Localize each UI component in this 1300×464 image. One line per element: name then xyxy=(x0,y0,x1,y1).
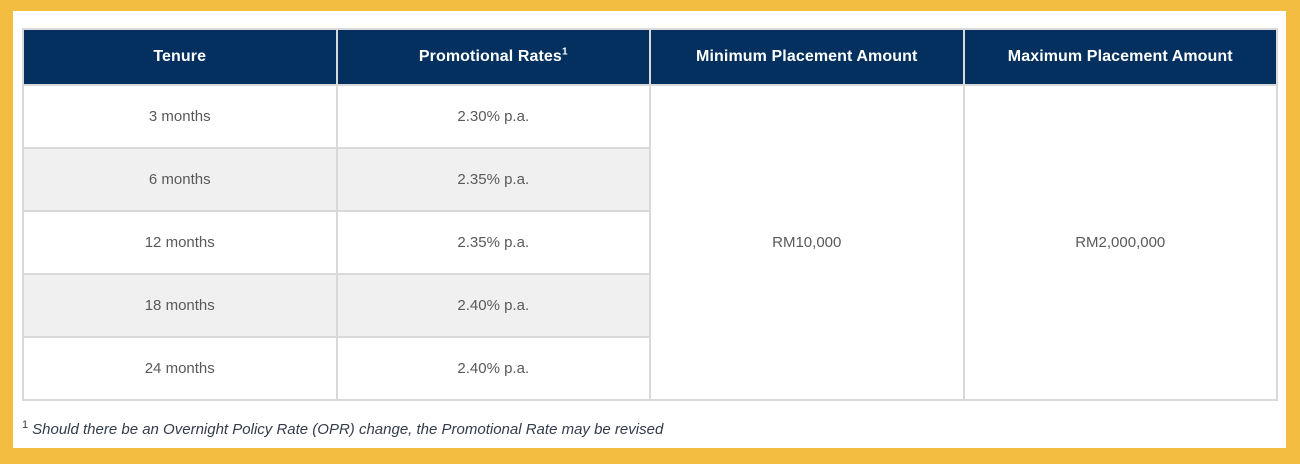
col-header-tenure: Tenure xyxy=(22,28,338,86)
table-row: 12 months 2.35% p.a. xyxy=(22,210,1277,275)
table-body: 3 months 2.30% p.a. RM10,000 RM2,000,000… xyxy=(22,84,1278,401)
rates-section: Tenure Promotional Rates1 Minimum Placem… xyxy=(13,11,1286,438)
footnote-text: Should there be an Overnight Policy Rate… xyxy=(32,421,664,438)
promotional-rates-table: Tenure Promotional Rates1 Minimum Placem… xyxy=(22,28,1278,401)
table-header: Tenure Promotional Rates1 Minimum Placem… xyxy=(22,28,1278,86)
col-header-promotional-rates-label: Promotional Rates xyxy=(418,48,562,65)
rate-cell: 2.35% p.a. xyxy=(335,210,651,275)
rate-cell: 2.40% p.a. xyxy=(335,336,651,401)
maximum-placement-value: RM2,000,000 xyxy=(962,84,1278,401)
rate-cell: 2.40% p.a. xyxy=(335,273,651,338)
rate-cell: 2.30% p.a. xyxy=(335,84,651,149)
minimum-placement-value: RM10,000 xyxy=(649,84,965,401)
tenure-cell: 3 months xyxy=(22,84,338,149)
header-row: Tenure Promotional Rates1 Minimum Placem… xyxy=(22,28,1278,86)
col-header-minimum-placement-label: Minimum Placement Amount xyxy=(696,48,918,65)
promotional-rates-superscript: 1 xyxy=(561,46,568,58)
footnote: 1 Should there be an Overnight Policy Rat… xyxy=(22,419,1286,438)
tenure-cell: 18 months xyxy=(22,273,338,338)
table-row: 6 months 2.35% p.a. xyxy=(22,147,1277,212)
col-header-promotional-rates: Promotional Rates1 xyxy=(335,28,651,86)
table-row: 18 months 2.40% p.a. xyxy=(22,273,1277,338)
tenure-cell: 6 months xyxy=(22,147,338,212)
tenure-cell: 12 months xyxy=(22,210,338,275)
table-row: 24 months 2.40% p.a. xyxy=(22,336,1277,401)
col-header-maximum-placement: Maximum Placement Amount xyxy=(962,28,1278,86)
table-row: 3 months 2.30% p.a. RM10,000 RM2,000,000 xyxy=(22,84,1278,401)
col-header-maximum-placement-label: Maximum Placement Amount xyxy=(1007,48,1233,65)
col-header-minimum-placement: Minimum Placement Amount xyxy=(649,28,965,86)
rate-cell: 2.35% p.a. xyxy=(335,147,651,212)
footnote-superscript: 1 xyxy=(22,419,29,431)
tenure-cell: 24 months xyxy=(22,336,338,401)
col-header-tenure-label: Tenure xyxy=(153,48,207,65)
